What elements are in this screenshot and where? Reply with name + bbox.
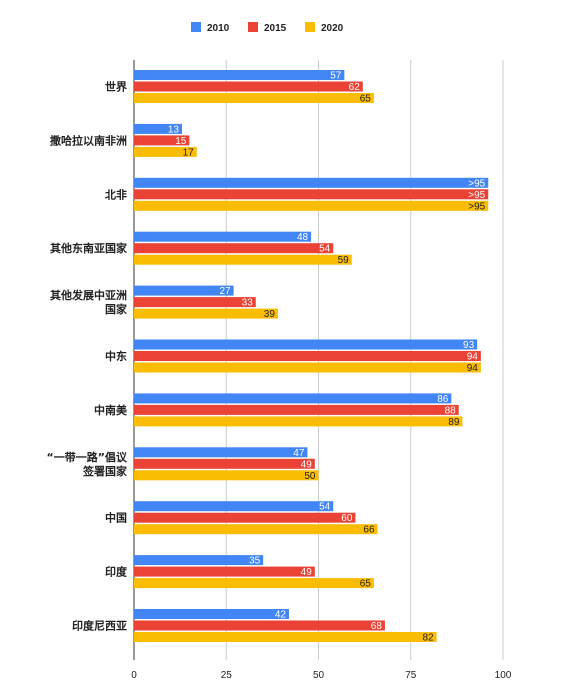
bar-2015 bbox=[134, 135, 190, 146]
data-label: 39 bbox=[264, 309, 276, 320]
category-label: 中国 bbox=[105, 511, 127, 525]
data-label: 47 bbox=[293, 448, 305, 459]
data-label: 35 bbox=[249, 556, 261, 567]
bar-2010 bbox=[134, 555, 264, 566]
bar-2020 bbox=[134, 254, 352, 265]
x-tick-label: 100 bbox=[495, 670, 512, 681]
bars: 576265131517>95>95>954854592733399394948… bbox=[134, 70, 489, 644]
bar-2010 bbox=[134, 123, 182, 134]
data-label: 62 bbox=[349, 82, 361, 93]
data-label: 82 bbox=[422, 633, 434, 644]
x-tick-label: 50 bbox=[313, 670, 325, 681]
data-label: >95 bbox=[468, 178, 485, 189]
bar-2010 bbox=[134, 70, 345, 80]
data-label: 88 bbox=[445, 405, 457, 416]
bar-2010 bbox=[134, 177, 489, 188]
bar-2020 bbox=[134, 578, 374, 589]
category-label: 国家 bbox=[105, 302, 128, 316]
data-label: 33 bbox=[242, 298, 254, 309]
bar-2015 bbox=[134, 297, 256, 308]
data-label: 49 bbox=[301, 459, 313, 470]
bar-2010 bbox=[134, 285, 234, 296]
bar-2020 bbox=[134, 524, 378, 535]
data-label: 65 bbox=[360, 579, 372, 590]
data-label: >95 bbox=[468, 201, 485, 212]
category-label: 北非 bbox=[105, 187, 127, 201]
category-label: “一带一路”倡议 bbox=[47, 450, 128, 464]
bar-2015 bbox=[134, 243, 334, 254]
legend-label: 2015 bbox=[264, 23, 287, 34]
x-tick-label: 75 bbox=[405, 670, 417, 681]
bar-2015 bbox=[134, 566, 315, 577]
legend-swatch-2010 bbox=[191, 22, 201, 32]
category-label: 其他发展中亚洲 bbox=[50, 288, 127, 302]
legend-label: 2010 bbox=[207, 23, 230, 34]
data-label: >95 bbox=[468, 190, 485, 201]
bar-2020 bbox=[134, 362, 481, 373]
category-label: 世界 bbox=[105, 80, 127, 94]
bar-2015 bbox=[134, 189, 489, 200]
data-label: 60 bbox=[341, 513, 353, 524]
category-label: 印度尼西亚 bbox=[72, 619, 127, 633]
data-label: 42 bbox=[275, 610, 287, 621]
data-label: 89 bbox=[448, 417, 460, 428]
data-label: 86 bbox=[437, 394, 449, 405]
data-label: 48 bbox=[297, 232, 309, 243]
category-label: 其他东南亚国家 bbox=[50, 241, 128, 255]
bar-2020 bbox=[134, 470, 319, 481]
bar-2010 bbox=[134, 339, 478, 350]
bar-2020 bbox=[134, 308, 278, 319]
bar-2010 bbox=[134, 501, 334, 512]
bar-2020 bbox=[134, 200, 489, 211]
data-label: 27 bbox=[220, 286, 232, 297]
bar-2010 bbox=[134, 231, 312, 242]
data-label: 17 bbox=[183, 147, 195, 158]
bar-2020 bbox=[134, 632, 437, 642]
x-tick-label: 0 bbox=[131, 670, 137, 681]
bar-2010 bbox=[134, 447, 308, 458]
category-label: 签署国家 bbox=[82, 464, 128, 478]
data-label: 59 bbox=[338, 255, 350, 266]
bar-2015 bbox=[134, 458, 315, 469]
legend-swatch-2020 bbox=[305, 22, 315, 32]
bar-2015 bbox=[134, 81, 363, 92]
legend-label: 2020 bbox=[321, 23, 344, 34]
data-label: 49 bbox=[301, 567, 313, 578]
category-label: 印度 bbox=[105, 565, 128, 579]
category-label: 撒哈拉以南非洲 bbox=[50, 133, 127, 147]
bar-2015 bbox=[134, 404, 459, 415]
category-label: 中东 bbox=[105, 349, 127, 363]
data-label: 13 bbox=[168, 124, 180, 135]
bar-2015 bbox=[134, 620, 385, 631]
data-label: 93 bbox=[463, 340, 475, 351]
bar-2020 bbox=[134, 146, 197, 157]
bar-2015 bbox=[134, 512, 356, 523]
data-label: 65 bbox=[360, 94, 372, 105]
x-tick-label: 25 bbox=[221, 670, 233, 681]
bar-2010 bbox=[134, 393, 452, 404]
data-label: 15 bbox=[175, 136, 187, 147]
bar-2020 bbox=[134, 93, 374, 103]
bar-2015 bbox=[134, 351, 481, 361]
category-label: 中南美 bbox=[94, 403, 128, 417]
data-label: 94 bbox=[467, 352, 479, 363]
bar-2010 bbox=[134, 609, 289, 619]
data-label: 66 bbox=[363, 525, 375, 536]
data-label: 54 bbox=[319, 244, 331, 255]
data-label: 57 bbox=[330, 71, 342, 82]
x-axis-ticks: 0 25 50 75 100 bbox=[131, 670, 512, 681]
legend-swatch-2015 bbox=[248, 22, 258, 32]
data-label: 94 bbox=[467, 363, 479, 374]
legend: 2010 2015 2020 bbox=[191, 22, 344, 34]
bar-2020 bbox=[134, 416, 463, 427]
data-label: 68 bbox=[371, 621, 383, 632]
data-label: 54 bbox=[319, 502, 331, 513]
data-label: 50 bbox=[304, 471, 316, 482]
